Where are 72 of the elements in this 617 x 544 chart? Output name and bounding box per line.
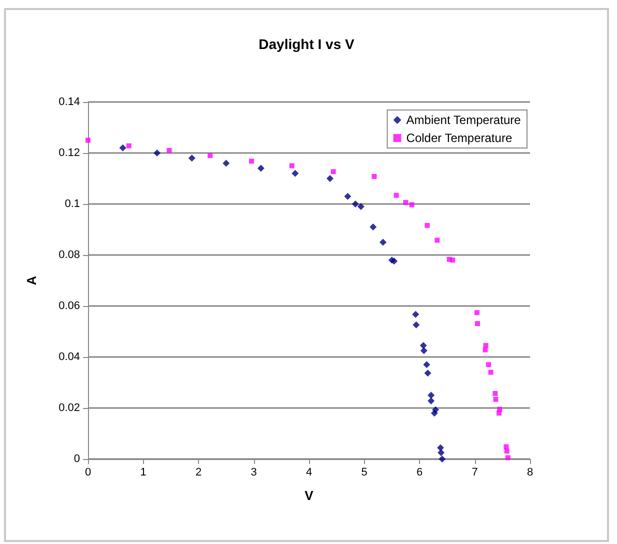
point: [119, 144, 126, 152]
x-tick-label: 1: [140, 466, 146, 478]
point: [492, 390, 498, 396]
x-tick-label: 4: [306, 466, 312, 478]
y-tick-label: 0.02: [58, 402, 80, 414]
point: [436, 444, 444, 452]
point: [154, 150, 161, 156]
point: [257, 164, 264, 172]
x-tick-label: 3: [250, 466, 257, 478]
y-tick-label: 0.12: [58, 147, 80, 159]
point: [126, 143, 132, 148]
point: [344, 192, 352, 200]
point: [430, 410, 438, 417]
point: [438, 456, 446, 462]
point: [428, 397, 435, 404]
x-tick-label: 0: [84, 466, 92, 478]
point: [483, 343, 488, 348]
chart-title: Daylight I vs V: [258, 36, 356, 52]
point: [420, 342, 427, 350]
point: [380, 238, 387, 246]
point: [423, 361, 430, 368]
y-tick-label: 0.1: [64, 198, 80, 210]
point: [289, 163, 294, 168]
point: [450, 258, 456, 263]
point: [505, 455, 510, 460]
point: [438, 449, 445, 456]
point: [370, 223, 377, 230]
y-tick-label: 0: [74, 453, 80, 465]
point: [390, 258, 398, 265]
y-tick-label: 0.04: [58, 351, 80, 363]
x-tick-label: 2: [195, 466, 202, 478]
point: [249, 158, 254, 164]
point: [434, 238, 440, 243]
point: [222, 160, 230, 167]
point: [412, 310, 420, 318]
point: [474, 310, 480, 316]
point: [372, 174, 377, 179]
point: [420, 347, 428, 354]
point: [486, 362, 492, 368]
point: [424, 370, 432, 377]
point: [86, 138, 90, 143]
point: [496, 410, 502, 416]
x-tick-label: 6: [416, 466, 423, 478]
point: [352, 200, 359, 208]
x-tick-label: 7: [472, 466, 478, 478]
point: [409, 202, 414, 208]
point: [326, 175, 334, 182]
point: [482, 347, 488, 352]
point: [208, 153, 213, 158]
point: [504, 448, 510, 454]
point: [403, 200, 408, 205]
point: [493, 396, 498, 402]
y-tick-label: 0.08: [58, 249, 80, 261]
point: [428, 392, 435, 399]
point: [424, 222, 430, 228]
x-tick-label: 8: [526, 466, 534, 478]
legend-label: Ambient Temperature: [406, 113, 522, 127]
point: [412, 321, 420, 328]
point: [357, 203, 364, 210]
point: [166, 148, 172, 153]
point: [475, 321, 480, 326]
x-tick-label: 5: [361, 466, 368, 478]
point: [330, 169, 336, 174]
y-axis-title: A: [24, 275, 39, 286]
y-tick-label: 0.14: [58, 96, 80, 108]
legend-label: Colder Temperature: [406, 131, 512, 145]
y-tick-label: 0.06: [58, 300, 80, 312]
point: [394, 192, 399, 198]
point: [292, 170, 299, 177]
point: [188, 154, 196, 162]
x-axis-title: V: [304, 488, 314, 503]
point: [488, 370, 494, 375]
